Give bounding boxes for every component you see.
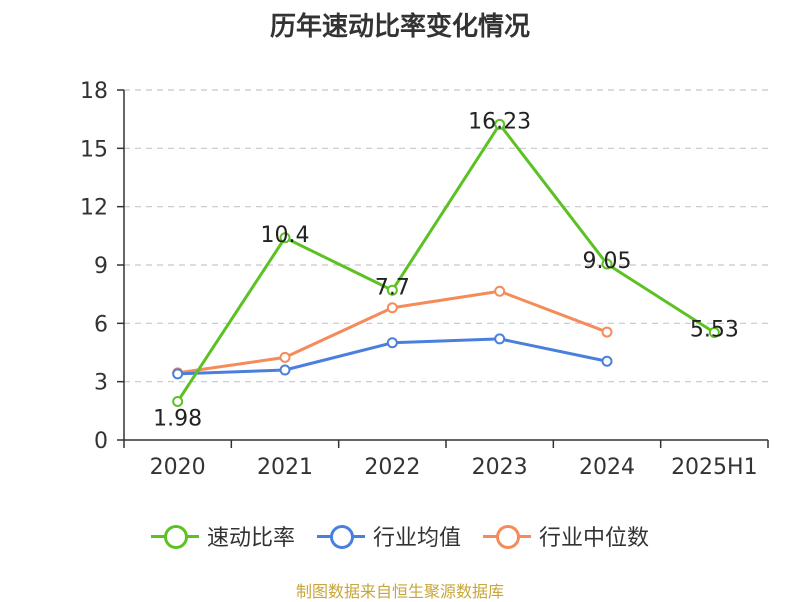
source-note: 制图数据来自恒生聚源数据库 — [295, 582, 504, 601]
x-tick-label: 2025H1 — [671, 455, 758, 480]
data-point — [386, 337, 398, 349]
legend-label: 行业中位数 — [539, 526, 650, 551]
legend-label: 行业均值 — [372, 526, 461, 551]
data-point — [172, 396, 184, 407]
data-point — [386, 302, 398, 314]
data-label: 9.05 — [583, 249, 632, 274]
x-tick-label: 2023 — [472, 455, 528, 480]
chart-title: 历年速动比率变化情况 — [269, 12, 530, 42]
data-point — [279, 364, 291, 376]
data-label: 10.4 — [261, 223, 310, 248]
legend-swatch — [150, 524, 199, 549]
data-label: 5.53 — [690, 317, 739, 342]
legend: 速动比率 行业均值 行业中位数 — [0, 518, 800, 554]
legend-swatch — [316, 524, 365, 549]
data-label: 16.23 — [468, 109, 531, 134]
y-tick-label: 0 — [94, 429, 108, 454]
legend-label: 速动比率 — [206, 526, 295, 551]
x-tick-label: 2020 — [150, 455, 206, 480]
y-tick-label: 12 — [80, 196, 108, 221]
data-point — [601, 326, 613, 338]
x-tick-label: 2021 — [257, 455, 313, 480]
data-point — [386, 284, 398, 296]
data-point — [279, 351, 291, 363]
data-point — [494, 118, 506, 130]
data-point — [601, 355, 613, 367]
data-label: 1.98 — [153, 407, 202, 432]
x-tick-label: 2024 — [579, 455, 635, 480]
series-line-0 — [176, 122, 716, 403]
data-point — [601, 258, 613, 270]
y-tick-label: 9 — [94, 254, 108, 279]
legend-swatch — [483, 524, 531, 549]
legend-item[interactable]: 行业中位数 — [483, 520, 649, 552]
data-point — [708, 326, 720, 338]
y-tick-label: 3 — [94, 371, 108, 396]
data-label: 7.7 — [375, 275, 410, 300]
data-point — [172, 368, 184, 380]
legend-item[interactable]: 速动比率 — [150, 520, 295, 552]
x-tick-label: 2022 — [364, 455, 420, 480]
y-tick-label: 18 — [80, 79, 108, 104]
y-tick-label: 6 — [94, 312, 108, 337]
data-point — [279, 232, 291, 244]
data-point — [494, 333, 506, 345]
legend-item[interactable]: 行业均值 — [316, 520, 461, 552]
y-tick-label: 15 — [80, 137, 108, 162]
data-point — [494, 285, 506, 297]
